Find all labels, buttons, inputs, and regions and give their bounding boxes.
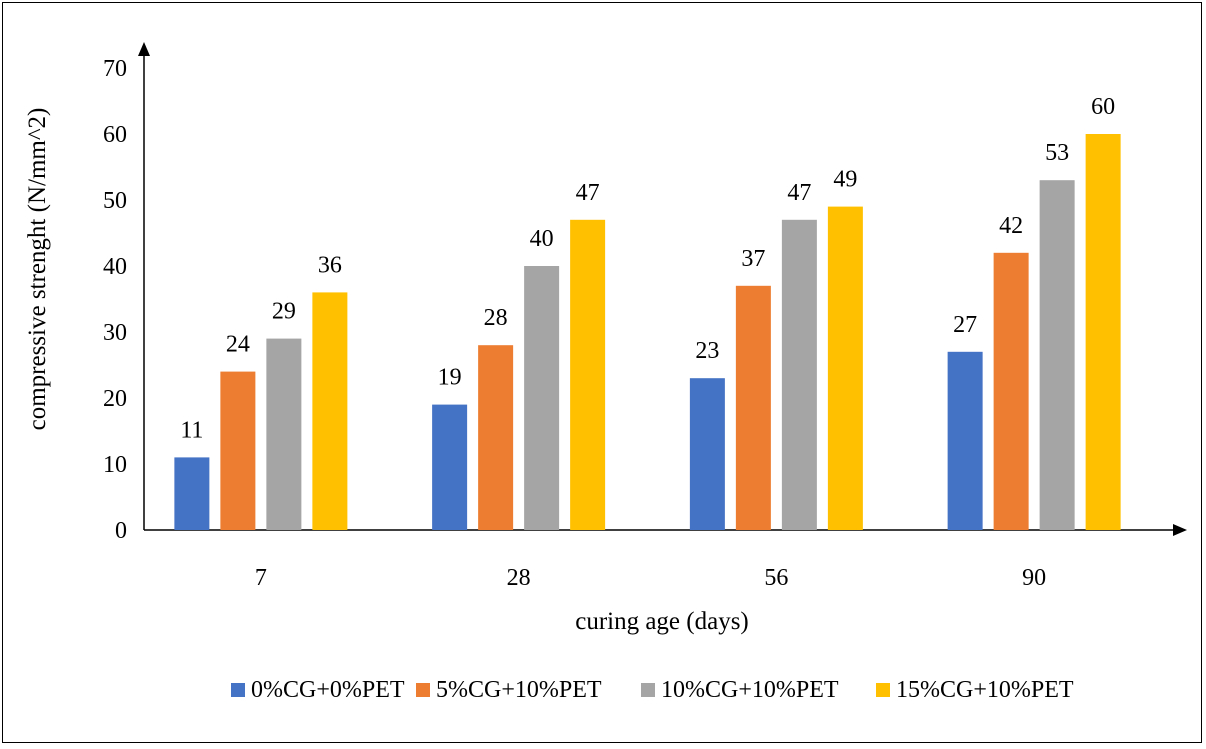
y-tick-label: 70 — [103, 56, 127, 82]
bar — [220, 371, 256, 530]
data-label: 37 — [741, 246, 765, 272]
legend-swatch — [641, 683, 655, 697]
y-tick-label: 40 — [103, 254, 127, 280]
legend-label: 5%CG+10%PET — [436, 677, 602, 703]
data-label: 53 — [1045, 140, 1069, 166]
legend-swatch — [416, 683, 430, 697]
bar — [993, 252, 1029, 531]
data-label: 23 — [695, 338, 719, 364]
x-tick-label: 7 — [255, 565, 267, 591]
bar — [781, 219, 817, 531]
data-label: 36 — [318, 252, 342, 278]
data-label: 42 — [999, 213, 1023, 239]
bar — [524, 266, 560, 530]
x-tick-label: 90 — [1022, 565, 1046, 591]
x-axis-arrow — [1173, 524, 1187, 536]
bar — [1039, 180, 1075, 530]
data-label: 11 — [180, 417, 203, 443]
bar — [689, 378, 725, 530]
bars — [174, 134, 1121, 531]
legend-label: 10%CG+10%PET — [661, 677, 839, 703]
y-tick-label: 60 — [103, 122, 127, 148]
y-axis-title: compressive strenght (N/mm^2) — [24, 108, 51, 431]
data-label: 28 — [484, 305, 508, 331]
bar — [1085, 134, 1121, 530]
legend: 0%CG+0%PET 5%CG+10%PET 10%CG+10%PET 15%CG+1… — [231, 677, 1074, 703]
y-axis-arrow — [138, 42, 150, 56]
bar — [266, 338, 302, 530]
data-label: 29 — [272, 299, 296, 325]
legend-label: 0%CG+0%PET — [251, 677, 405, 703]
legend-label: 15%CG+10%PET — [896, 677, 1074, 703]
data-label: 27 — [953, 312, 977, 338]
bar — [478, 345, 514, 530]
legend-swatch — [231, 683, 245, 697]
data-label: 49 — [833, 167, 857, 193]
y-tick-label: 30 — [103, 320, 127, 346]
y-tick-label: 20 — [103, 386, 127, 412]
data-label: 60 — [1091, 94, 1115, 120]
bar — [432, 404, 468, 530]
x-tick-label: 28 — [507, 565, 531, 591]
data-label: 47 — [576, 180, 600, 206]
bar — [570, 219, 606, 531]
data-labels: 11 24 29 36 19 28 40 47 23 37 47 49 27 42 53 60 — [180, 94, 1115, 443]
x-tick-label: 56 — [764, 565, 788, 591]
y-tick-label: 10 — [103, 452, 127, 478]
bar-chart: 0 10 20 30 40 50 60 70 7 28 56 90 11 24 29 36 19 28 40 47 2… — [24, 42, 1187, 703]
y-tick-label: 0 — [115, 518, 127, 544]
legend-swatch — [876, 683, 890, 697]
data-label: 19 — [438, 365, 462, 391]
bar — [947, 351, 983, 530]
bar — [827, 206, 863, 530]
bar — [174, 457, 210, 530]
data-label: 24 — [226, 332, 250, 358]
bar — [312, 292, 348, 530]
data-label: 40 — [530, 226, 554, 252]
y-tick-label: 50 — [103, 188, 127, 214]
x-axis-title: curing age (days) — [575, 608, 749, 635]
data-label: 47 — [787, 180, 811, 206]
bar — [735, 285, 771, 530]
